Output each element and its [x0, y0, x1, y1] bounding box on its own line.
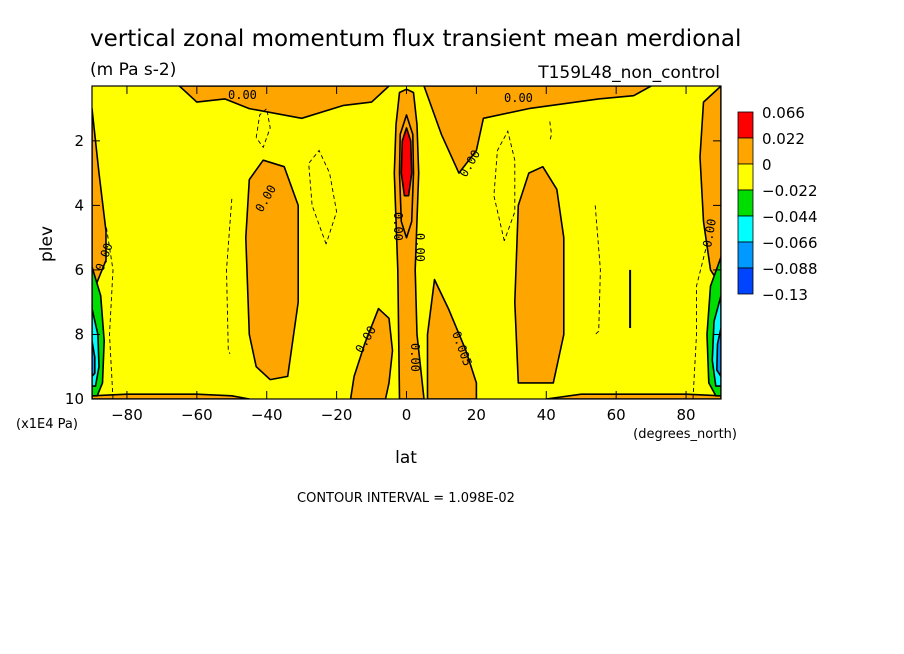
contour-region-nh-lower-band	[545, 393, 721, 399]
legend-swatch	[737, 189, 754, 217]
legend-label: −0.044	[762, 208, 818, 226]
contour-interval-label: CONTOUR INTERVAL = 1.098E-02	[297, 491, 515, 506]
negative-contour-nh-dashed-subtrop	[493, 129, 516, 242]
y-tick-label: 2	[74, 132, 84, 150]
dataset-label: T159L48_non_control	[537, 63, 720, 83]
negative-contour-nh-dashed-midlat	[594, 205, 601, 335]
plot-area: 0.00 0.00 0.00 0.00 0.00 0.00 0.00 0.00 …	[91, 85, 722, 400]
legend-swatch	[737, 163, 754, 191]
chart-title: vertical zonal momentum flux transient m…	[90, 26, 741, 52]
x-tick-label: −80	[111, 406, 143, 424]
legend-label: −0.066	[762, 234, 818, 252]
x-tick-label: 0	[402, 406, 412, 424]
y-tick-label: 10	[65, 390, 84, 408]
contour-region-sh-tropics-lower	[349, 307, 394, 399]
legend-swatch	[737, 111, 754, 139]
legend-label: −0.13	[762, 286, 808, 304]
y-tick-label: 6	[74, 261, 84, 279]
y-tick-label: 8	[74, 325, 84, 343]
negative-contour-sh-dashed-upper	[255, 107, 271, 149]
y-tick-label: 4	[74, 196, 84, 214]
legend-swatch	[737, 241, 754, 269]
filled-contours	[92, 86, 721, 399]
y-axis-label: plev	[37, 226, 57, 262]
legend-swatch	[737, 215, 754, 243]
x-tick-label: 60	[607, 406, 626, 424]
x-tick-label: 20	[467, 406, 486, 424]
contour-region-nh-upper-band	[423, 86, 652, 174]
x-tick-label: −40	[251, 406, 283, 424]
contour-label: 0.00	[391, 212, 405, 241]
contour-region-nh-midlat-column	[513, 165, 565, 384]
legend-swatch	[737, 137, 754, 165]
legend-label: −0.022	[762, 182, 818, 200]
contour-label: 0.00	[504, 91, 533, 105]
x-units-label: (degrees_north)	[633, 427, 737, 442]
contour-region-equator-max	[400, 127, 413, 197]
x-tick-label: −60	[181, 406, 213, 424]
y-axis: 2 4 6 8 10	[65, 132, 721, 408]
contour-label: 0.00	[408, 343, 422, 372]
contour-label: 0.00	[700, 218, 719, 249]
negative-contour-nh-dashed-polar	[692, 243, 708, 399]
contour-region-nh-polar-upper	[699, 86, 721, 287]
legend-swatch	[737, 267, 754, 295]
negative-contour-nh-dashed-upper	[549, 121, 552, 142]
legend-label: 0	[762, 156, 772, 174]
color-legend: 0.066 0.022 0 −0.022 −0.044 −0.066 −0.08…	[737, 104, 818, 304]
contour-label: 0.00	[228, 88, 257, 102]
legend-label: −0.088	[762, 260, 818, 278]
legend-label: 0.022	[762, 130, 805, 148]
x-tick-label: 40	[537, 406, 556, 424]
x-tick-label: 80	[677, 406, 696, 424]
negative-contour-sh-dashed-midlat	[226, 198, 233, 355]
contour-region-sh-upper-band	[178, 86, 390, 120]
x-axis: −80 −60 −40 −20 0 20 40 60 80	[111, 86, 696, 424]
negative-contour-sh-dashed-subtrop	[308, 149, 338, 245]
legend-label: 0.066	[762, 104, 805, 122]
x-axis-label: lat	[395, 448, 417, 468]
units-label: (m Pa s-2)	[90, 60, 176, 80]
x-tick-label: −20	[321, 406, 353, 424]
contour-region-sh-midlat-column	[245, 159, 300, 381]
contour-region-nh-polar-blue	[715, 327, 721, 378]
y-units-label: (x1E4 Pa)	[16, 417, 78, 432]
contour-region-sh-polar-blue	[92, 340, 96, 378]
contour-region-sh-lower-band	[92, 393, 251, 399]
negative-contours	[105, 107, 708, 399]
contour-region-sh-polar-upper	[92, 107, 107, 297]
contour-label: 0.00	[413, 233, 427, 262]
